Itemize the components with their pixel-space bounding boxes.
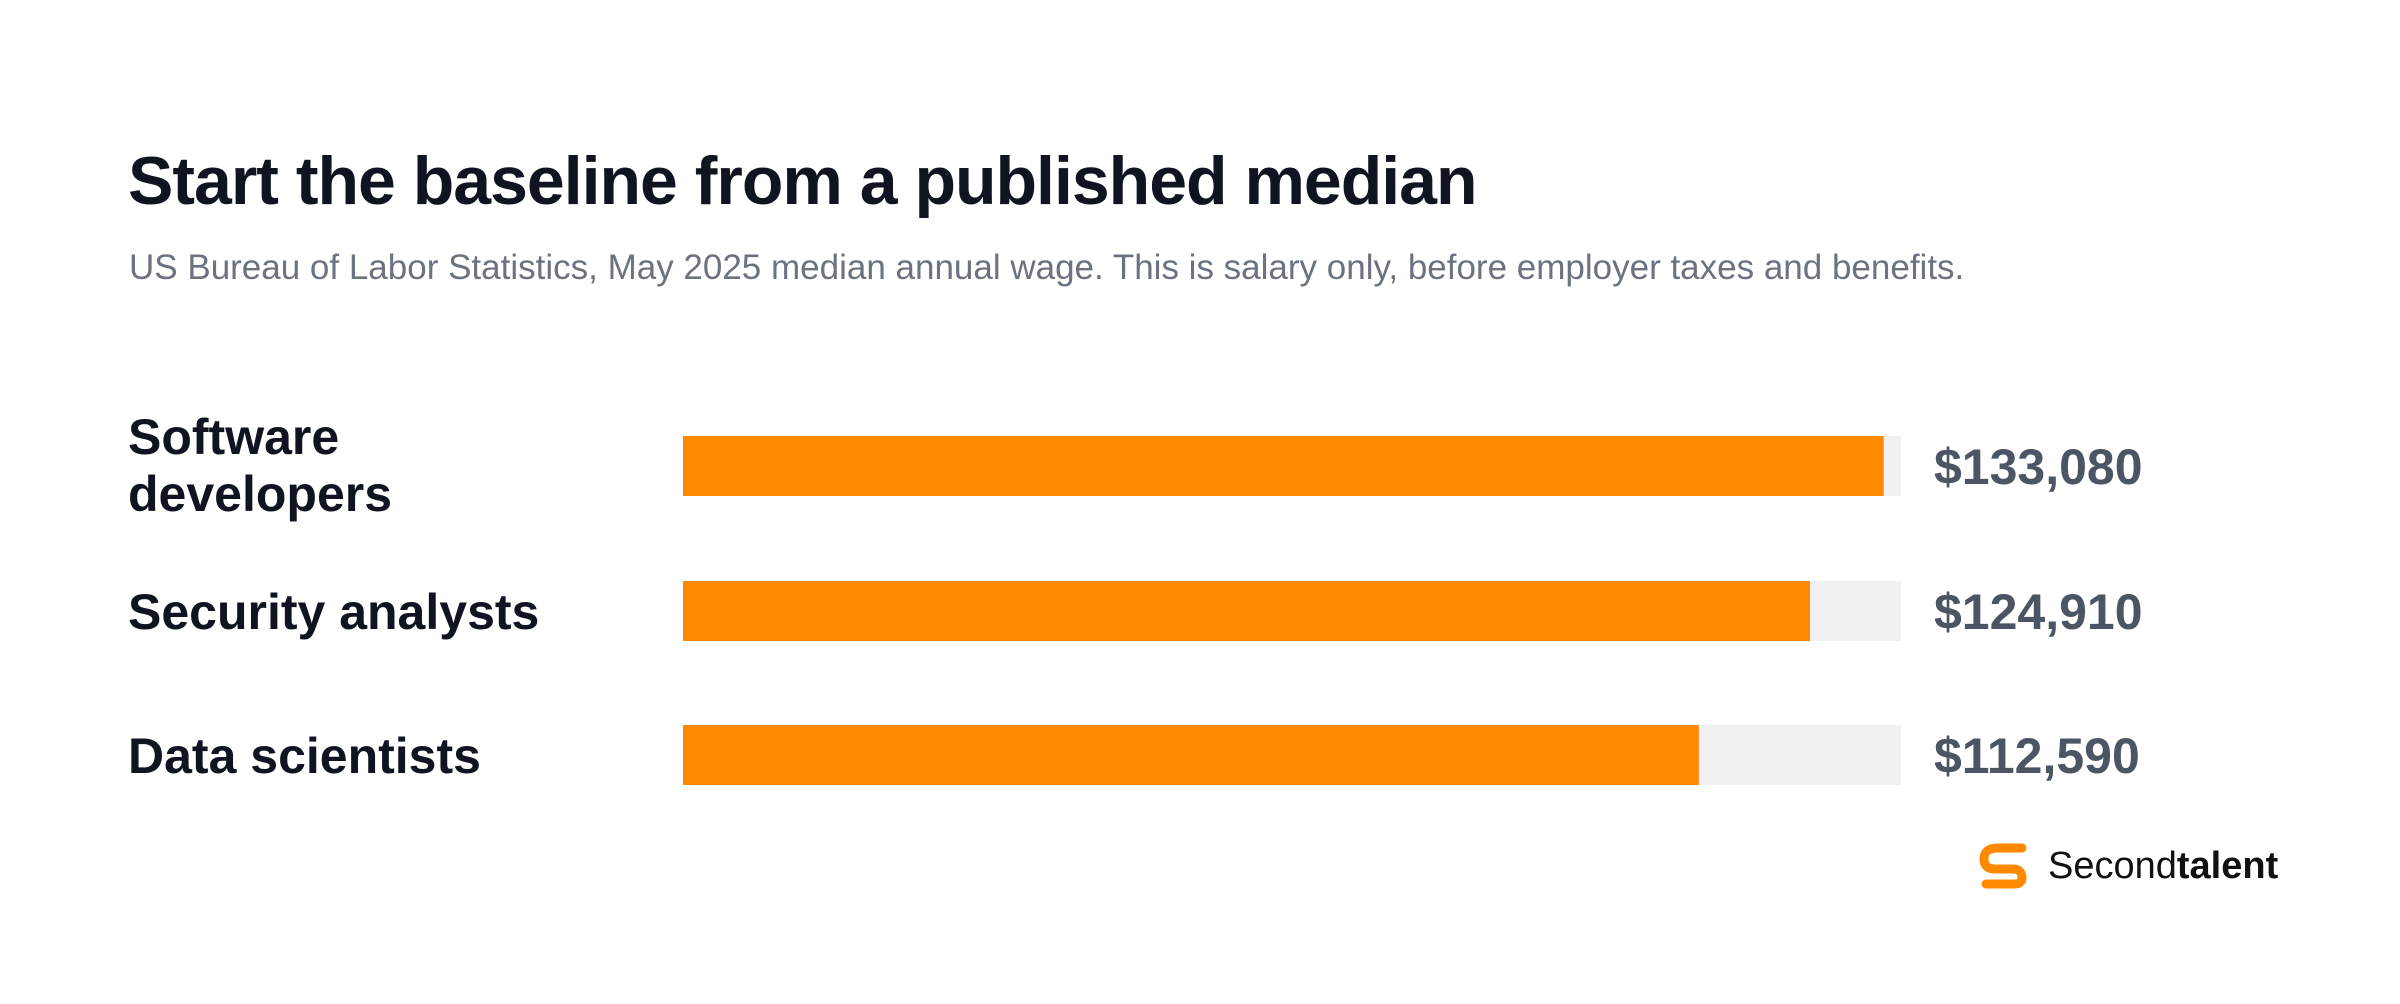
bar (683, 725, 1699, 785)
brand-name: Secondtalent (2048, 844, 2279, 887)
value-label: $112,590 (1934, 728, 2140, 784)
bar (683, 581, 1810, 641)
value-label: $133,080 (1934, 439, 2143, 495)
category-label: Data scientists (128, 728, 481, 784)
category-label: Security analysts (128, 584, 539, 640)
value-label: $124,910 (1934, 584, 2143, 640)
chart-subtitle: US Bureau of Labor Statistics, May 2025 … (129, 248, 1965, 287)
bar (683, 436, 1884, 496)
category-label: Software developers (128, 409, 392, 522)
brand-logo: Secondtalent (1976, 838, 2278, 894)
secondtalent-logo-icon (1979, 843, 2027, 889)
chart-title: Start the baseline from a published medi… (128, 143, 1478, 219)
